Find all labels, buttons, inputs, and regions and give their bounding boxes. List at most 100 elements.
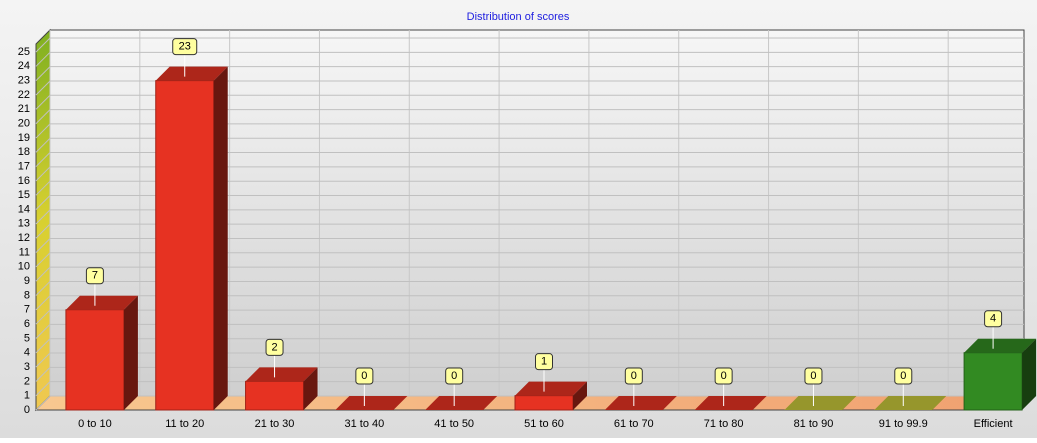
grid-line bbox=[35, 366, 1024, 382]
y-tick-label: 1 bbox=[24, 390, 30, 402]
bar-top bbox=[425, 396, 498, 410]
grid-line bbox=[35, 195, 1024, 210]
bar-top bbox=[784, 396, 857, 410]
grid-line bbox=[35, 395, 1024, 411]
bar-top bbox=[335, 396, 408, 410]
grid-line bbox=[35, 166, 1024, 182]
bar-top bbox=[245, 367, 318, 382]
y-tick-label: 5 bbox=[24, 332, 30, 344]
bar-side bbox=[1022, 338, 1037, 410]
y-tick-label: 8 bbox=[24, 289, 30, 301]
y-tick-label: 15 bbox=[18, 189, 30, 201]
x-tick-label: 21 to 30 bbox=[255, 418, 295, 430]
y-tick-label: 10 bbox=[18, 261, 30, 273]
grid-line bbox=[35, 381, 1024, 397]
grid-line bbox=[35, 80, 1024, 96]
value-label: 7 bbox=[92, 270, 98, 282]
bar-front bbox=[963, 352, 1023, 411]
grid-line bbox=[35, 180, 1024, 196]
value-label: 0 bbox=[361, 370, 367, 382]
value-label: 1 bbox=[541, 356, 547, 368]
grid-line bbox=[35, 152, 1024, 167]
value-label-box bbox=[445, 367, 464, 385]
grid-line bbox=[35, 352, 1024, 368]
y-tick-label: 2 bbox=[24, 375, 30, 387]
value-label-box bbox=[85, 267, 104, 285]
grid-line bbox=[35, 137, 1024, 153]
grid-line bbox=[35, 237, 1024, 253]
y-tick-label: 6 bbox=[24, 318, 30, 330]
x-tick-label: 81 to 90 bbox=[794, 418, 834, 430]
y-tick-label: 24 bbox=[18, 60, 30, 72]
value-label-box bbox=[355, 367, 374, 385]
grid-line bbox=[35, 252, 1024, 268]
y-tick-label: 17 bbox=[18, 160, 30, 172]
value-label: 0 bbox=[631, 370, 637, 382]
value-label-box bbox=[894, 367, 913, 385]
bar-top bbox=[694, 396, 767, 410]
y-tick-label: 12 bbox=[18, 232, 30, 244]
value-label: 0 bbox=[451, 370, 457, 382]
value-label: 23 bbox=[179, 41, 191, 53]
grid-line bbox=[35, 209, 1024, 225]
bar-top bbox=[964, 338, 1037, 353]
grid-line bbox=[35, 66, 1024, 81]
value-label-box bbox=[624, 367, 643, 385]
x-tick-label: 61 to 70 bbox=[614, 418, 654, 430]
y-tick-label: 0 bbox=[24, 404, 30, 416]
x-tick-label: 71 to 80 bbox=[704, 418, 744, 430]
side-wall bbox=[35, 28, 51, 412]
bar-top bbox=[874, 396, 947, 410]
y-tick-label: 23 bbox=[18, 75, 30, 87]
value-label: 0 bbox=[810, 370, 816, 382]
grid-line bbox=[35, 123, 1024, 139]
bar-side bbox=[123, 295, 138, 410]
y-tick-label: 16 bbox=[18, 175, 30, 187]
bar-front bbox=[514, 395, 574, 411]
x-tick-label: 11 to 20 bbox=[165, 418, 204, 430]
y-tick-label: 3 bbox=[24, 361, 30, 373]
value-label-box bbox=[984, 310, 1003, 328]
value-label: 0 bbox=[900, 370, 906, 382]
bar-side bbox=[213, 66, 228, 410]
bar-side bbox=[303, 367, 318, 410]
x-tick-label: Efficient bbox=[974, 418, 1013, 430]
grid-line bbox=[35, 280, 1024, 296]
chart-title: Distribution of scores bbox=[467, 11, 570, 23]
value-label: 4 bbox=[990, 313, 996, 325]
y-tick-label: 14 bbox=[18, 203, 30, 215]
grid-line bbox=[35, 295, 1024, 311]
grid-line bbox=[35, 266, 1024, 282]
bar-front bbox=[65, 309, 125, 411]
grid-line bbox=[35, 309, 1024, 325]
grid-line bbox=[35, 94, 1024, 110]
grid-line bbox=[35, 223, 1024, 239]
bar-side bbox=[573, 381, 587, 410]
bar-top bbox=[65, 295, 138, 310]
y-tick-label: 11 bbox=[19, 246, 30, 258]
y-tick-label: 13 bbox=[18, 218, 30, 230]
grid-line bbox=[35, 338, 1024, 354]
y-tick-label: 22 bbox=[18, 89, 30, 101]
x-tick-label: 91 to 99.9 bbox=[879, 418, 928, 430]
x-tick-label: 51 to 60 bbox=[524, 418, 564, 430]
y-tick-label: 4 bbox=[24, 347, 30, 359]
bar-front bbox=[245, 380, 305, 411]
grid-line bbox=[35, 51, 1024, 67]
value-label: 2 bbox=[271, 341, 277, 353]
y-tick-label: 18 bbox=[18, 146, 30, 158]
bar-top bbox=[155, 66, 228, 81]
value-label: 0 bbox=[721, 370, 727, 382]
value-label-box bbox=[804, 367, 823, 385]
x-tick-label: 0 to 10 bbox=[78, 418, 112, 430]
x-tick-label: 41 to 50 bbox=[434, 418, 474, 430]
y-tick-label: 20 bbox=[18, 118, 30, 130]
bar-front bbox=[155, 80, 215, 411]
bar-top bbox=[515, 381, 587, 396]
grid-line bbox=[35, 323, 1024, 339]
y-tick-label: 9 bbox=[24, 275, 30, 287]
y-tick-label: 19 bbox=[18, 132, 30, 144]
bar-top bbox=[604, 396, 677, 410]
value-label-box bbox=[265, 338, 284, 356]
